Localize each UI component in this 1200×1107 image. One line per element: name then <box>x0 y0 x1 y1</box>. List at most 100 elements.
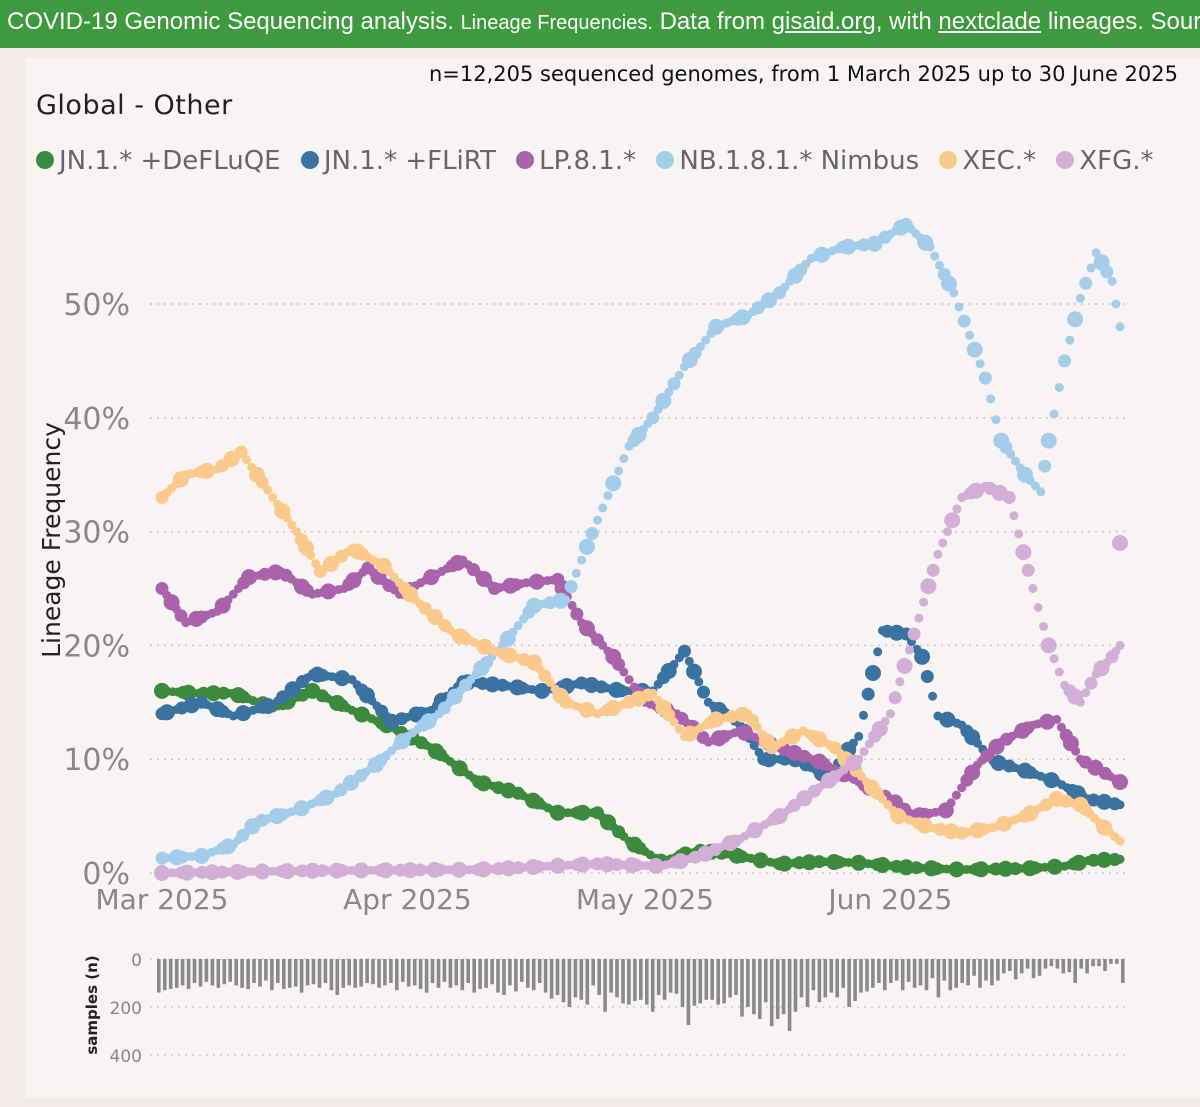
sample-bar <box>1091 959 1095 967</box>
data-point <box>1112 535 1128 551</box>
legend-item-deflquqe[interactable]: JN.1.* +DeFLuQE <box>36 146 281 176</box>
sample-bar <box>639 959 643 1000</box>
data-point <box>1015 544 1032 561</box>
data-point <box>991 415 1001 425</box>
data-point <box>598 503 608 513</box>
data-point <box>914 613 924 623</box>
legend-item-lp81[interactable]: LP.8.1.* <box>516 146 636 176</box>
data-point <box>1115 800 1125 810</box>
sample-bar <box>579 959 584 1000</box>
sample-bar <box>323 959 328 983</box>
data-point <box>1006 449 1016 459</box>
y-tick-label: 0% <box>82 857 130 892</box>
data-point <box>578 538 595 555</box>
sample-bar <box>942 959 947 981</box>
data-point <box>859 710 868 720</box>
sample-bar <box>496 959 500 993</box>
sample-bar <box>1008 959 1012 971</box>
sample-bar <box>996 959 1000 981</box>
legend-item-flirt[interactable]: JN.1.* +FLiRT <box>300 146 496 176</box>
data-point <box>1038 459 1052 473</box>
data-point <box>674 370 684 380</box>
data-point <box>1067 311 1084 328</box>
data-point <box>624 675 634 685</box>
legend-label: JN.1.* +DeFLuQE <box>59 146 281 176</box>
data-point <box>1049 654 1059 664</box>
data-point <box>949 288 959 298</box>
sample-bar <box>1031 959 1036 979</box>
region-title: Global - Other <box>36 90 233 121</box>
legend-item-xfg[interactable]: XFG.* <box>1056 146 1154 176</box>
sample-bar <box>1121 959 1125 983</box>
sample-bar <box>698 959 703 1004</box>
y-tick-label: 50% <box>63 288 130 323</box>
x-tick-label: Jun 2025 <box>826 883 952 916</box>
data-point <box>619 667 629 677</box>
data-point <box>865 665 881 681</box>
data-point <box>1033 603 1043 612</box>
sample-bar <box>793 959 798 1012</box>
data-point <box>907 627 921 641</box>
sample-bar <box>924 959 929 991</box>
gisaid-link[interactable]: gisaid.org <box>771 8 876 35</box>
data-point <box>920 578 937 595</box>
sample-bar <box>787 959 792 1031</box>
sample-bar <box>341 959 346 988</box>
sample-bar <box>769 959 774 1027</box>
sample-bar <box>829 959 834 993</box>
data-point <box>1040 637 1057 654</box>
data-point <box>1086 263 1096 273</box>
sample-bar <box>317 959 322 988</box>
sample-bar <box>365 959 369 983</box>
data-point <box>571 568 581 578</box>
data-point <box>646 411 660 425</box>
sample-bar <box>645 959 649 1005</box>
legend-item-xec[interactable]: XEC.* <box>939 146 1036 176</box>
sample-bar <box>287 959 292 988</box>
data-point <box>686 663 702 680</box>
data-point <box>952 504 962 514</box>
data-point <box>605 475 622 492</box>
data-point <box>973 738 982 748</box>
legend-item-nimbus[interactable]: NB.1.8.1.* Nimbus <box>656 146 919 176</box>
y-axis-label: Lineage Frequency <box>37 422 66 658</box>
data-point <box>242 455 251 465</box>
sample-bar <box>1049 959 1054 967</box>
nextclade-link[interactable]: nextclade <box>938 8 1042 35</box>
sample-bar <box>472 959 476 993</box>
data-point <box>570 607 584 621</box>
legend-label: XEC.* <box>962 146 1037 176</box>
sample-bar <box>311 959 316 985</box>
data-point <box>854 731 864 741</box>
data-point <box>941 275 957 292</box>
series-1 <box>155 624 1125 811</box>
data-point <box>880 716 890 726</box>
sample-bar <box>948 959 953 991</box>
sample-bar <box>966 959 970 986</box>
data-point <box>925 242 935 252</box>
sample-bar <box>668 959 673 993</box>
data-point <box>848 738 858 748</box>
data-point <box>1014 529 1024 539</box>
data-point <box>885 709 895 719</box>
sample-bar <box>192 959 197 983</box>
x-tick-label: Mar 2025 <box>96 883 229 916</box>
legend-dot-icon <box>939 150 958 169</box>
data-point <box>1111 299 1121 309</box>
data-point <box>287 520 297 530</box>
data-point <box>861 687 875 701</box>
data-point <box>567 600 577 610</box>
banner-tail: lineages. Source <box>1047 8 1200 35</box>
bar-y-axis-label: samples (n) <box>83 955 101 1054</box>
legend-dot-icon <box>1056 150 1075 169</box>
data-point <box>255 475 269 489</box>
sample-bar <box>395 959 399 991</box>
data-point <box>1036 487 1046 497</box>
sample-bar <box>1025 959 1030 969</box>
data-point <box>1107 276 1117 286</box>
data-point <box>223 595 233 605</box>
data-point <box>614 466 624 476</box>
sample-bar <box>430 959 435 983</box>
sample-bar <box>894 959 899 981</box>
data-point <box>612 657 626 671</box>
